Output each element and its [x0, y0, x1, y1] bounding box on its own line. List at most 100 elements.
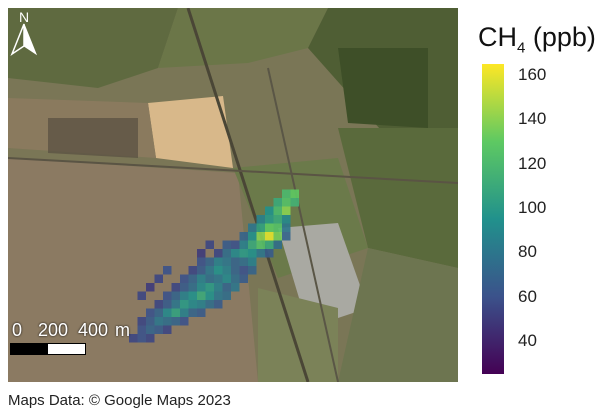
plume-cell-40 — [222, 257, 231, 266]
colorbar-subscript: 4 — [517, 39, 526, 57]
plume-cell-44 — [188, 266, 197, 275]
colorbar-tick-140: 140 — [518, 109, 547, 129]
plume-cell-5 — [265, 206, 274, 215]
plume-cell-108 — [205, 240, 214, 249]
plume-cell-18 — [248, 232, 257, 241]
plume-cell-80 — [188, 300, 197, 309]
plume-cell-95 — [171, 317, 180, 326]
plume-cell-89 — [188, 308, 197, 317]
plume-cell-4 — [290, 198, 299, 207]
plume-cell-99 — [154, 325, 163, 334]
plume-cell-42 — [239, 257, 248, 266]
plume-cell-94 — [163, 317, 172, 326]
plume-cell-14 — [265, 223, 274, 232]
plume-cell-51 — [248, 266, 257, 275]
scale-label-400: 400 — [78, 320, 109, 340]
plume-cell-91 — [137, 317, 146, 326]
plume-cell-17 — [239, 232, 248, 241]
plume-cell-41 — [231, 257, 240, 266]
plume-cell-12 — [248, 223, 257, 232]
plume-cell-31 — [222, 249, 231, 258]
plume-cell-85 — [154, 308, 163, 317]
scale-label-unit: m — [115, 320, 130, 340]
plume-cell-81 — [197, 300, 206, 309]
plume-cell-96 — [180, 317, 189, 326]
plume-cell-23 — [222, 240, 231, 249]
plume-cell-107 — [137, 291, 146, 300]
plume-cell-73 — [205, 291, 214, 300]
plume-cell-90 — [197, 308, 206, 317]
plume-cell-75 — [222, 291, 231, 300]
colorbar-title: CH4 (ppb) — [478, 22, 596, 56]
plume-cell-66 — [222, 283, 231, 292]
plume-cell-27 — [256, 240, 265, 249]
plume-cell-45 — [197, 266, 206, 275]
plume-cell-9 — [265, 215, 274, 224]
plume-cell-13 — [256, 223, 265, 232]
plume-cell-68 — [163, 291, 172, 300]
plume-cell-30 — [214, 249, 223, 258]
plume-cell-65 — [214, 283, 223, 292]
plume-cell-58 — [231, 274, 240, 283]
plume-cell-43 — [248, 257, 257, 266]
plume-cell-15 — [273, 223, 282, 232]
methane-plume-layer — [129, 189, 299, 343]
plume-cell-84 — [146, 308, 155, 317]
plume-cell-19 — [256, 232, 265, 241]
satellite-basemap — [8, 8, 458, 382]
plume-cell-53 — [188, 274, 197, 283]
plume-cell-21 — [273, 232, 282, 241]
colorbar-tick-100: 100 — [518, 197, 547, 217]
colorbar-quantity: CH — [478, 22, 517, 52]
plume-cell-69 — [171, 291, 180, 300]
plume-cell-76 — [154, 300, 163, 309]
plume-cell-20 — [265, 232, 274, 241]
scale-bar-segment-white — [48, 344, 85, 354]
plume-cell-35 — [256, 249, 265, 258]
plume-cell-83 — [214, 300, 223, 309]
scale-label-0: 0 — [12, 320, 23, 340]
plume-cell-103 — [146, 334, 155, 343]
plume-cell-78 — [171, 300, 180, 309]
plume-cell-61 — [180, 283, 189, 292]
colorbar — [482, 64, 504, 374]
colorbar-tick-160: 160 — [518, 65, 547, 85]
plume-cell-2 — [273, 198, 282, 207]
plume-cell-11 — [282, 215, 291, 224]
map-credit: Maps Data: © Google Maps 2023 — [8, 392, 231, 409]
plume-cell-1 — [290, 189, 299, 198]
plume-cell-22 — [282, 232, 291, 241]
plume-cell-88 — [180, 308, 189, 317]
plume-cell-55 — [205, 274, 214, 283]
plume-cell-86 — [163, 308, 172, 317]
map-panel[interactable]: N — [8, 8, 458, 382]
plume-cell-77 — [163, 300, 172, 309]
plume-cell-98 — [146, 325, 155, 334]
plume-cell-109 — [197, 249, 206, 258]
plume-cell-7 — [282, 206, 291, 215]
plume-cell-74 — [214, 291, 223, 300]
plume-cell-6 — [273, 206, 282, 215]
plume-cell-101 — [129, 334, 138, 343]
north-arrow-icon: N — [10, 9, 38, 56]
plume-cell-32 — [231, 249, 240, 258]
plume-cell-64 — [205, 283, 214, 292]
plume-cell-92 — [146, 317, 155, 326]
plume-cell-10 — [273, 215, 282, 224]
plume-cell-100 — [163, 325, 172, 334]
plume-cell-87 — [171, 308, 180, 317]
plume-cell-47 — [214, 266, 223, 275]
plume-cell-28 — [265, 240, 274, 249]
plume-cell-16 — [282, 223, 291, 232]
plume-cell-46 — [205, 266, 214, 275]
plume-cell-104 — [163, 266, 172, 275]
plume-cell-52 — [180, 274, 189, 283]
north-label: N — [19, 9, 29, 25]
plume-cell-34 — [248, 249, 257, 258]
plume-cell-70 — [180, 291, 189, 300]
plume-cell-48 — [222, 266, 231, 275]
plume-cell-8 — [256, 215, 265, 224]
plume-cell-56 — [214, 274, 223, 283]
plume-cell-26 — [248, 240, 257, 249]
plume-cell-39 — [214, 257, 223, 266]
